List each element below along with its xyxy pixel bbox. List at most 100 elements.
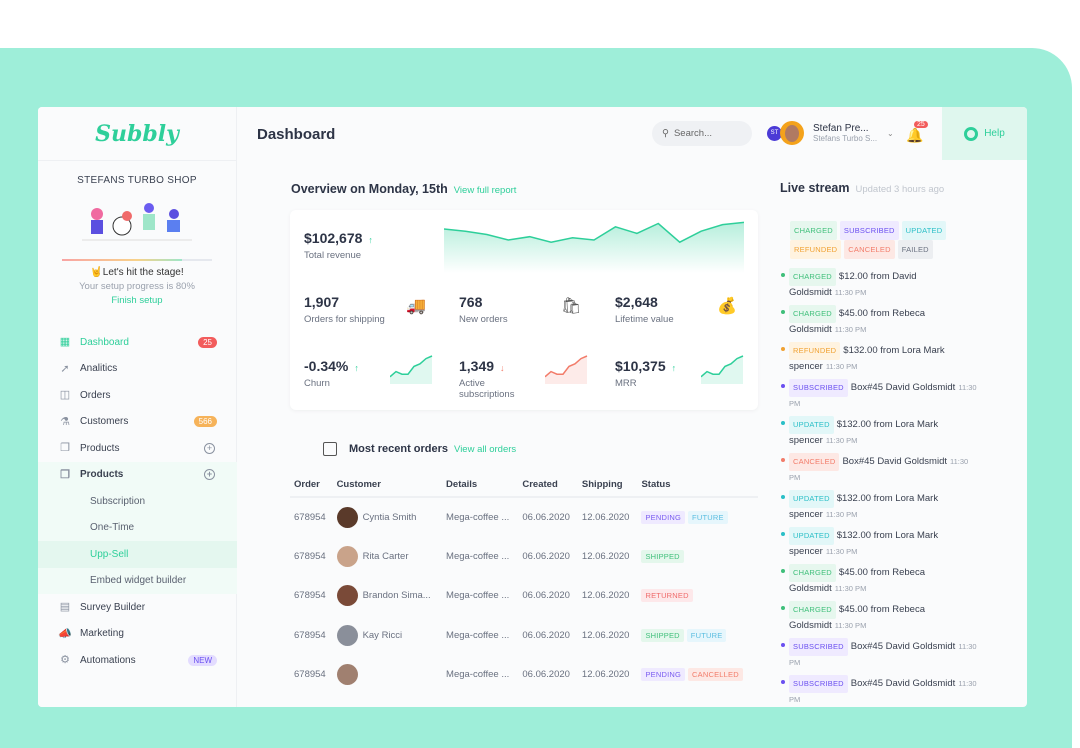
status-legend: CHARGED SUBSCRIBED UPDATED REFUNDED CANCELED… (790, 221, 950, 259)
timestamp: 11:30 PM (834, 288, 867, 297)
stat-value: 1,349 (459, 358, 495, 374)
stat-label: Churn (304, 378, 330, 389)
order-details: Mega-coffee ... (446, 511, 510, 523)
sidebar-item-customers[interactable]: ⚗ Customers 566 (38, 409, 237, 436)
status-tag: CHARGED (789, 564, 836, 582)
stat-label: Orders for shipping (304, 314, 385, 325)
revenue-line (444, 221, 744, 244)
stat-value: $2,648 (615, 294, 658, 310)
list-item[interactable]: CHARGED $45.00 from Rebeca Goldsmidt 11:30… (781, 564, 979, 596)
user-icon: ⚗ (60, 415, 70, 428)
table-row[interactable]: 678954 Cyntia Smith Mega-coffee ... 06.0… (290, 497, 758, 537)
list-item[interactable]: UPDATED $132.00 from Lora Mark spencer 11:… (781, 490, 979, 522)
column-header[interactable]: Status (637, 475, 758, 498)
stat-3: -0.34% ↑ Churn (304, 355, 444, 389)
view-full-report-link[interactable]: View full report (453, 185, 517, 196)
order-id: 678954 (294, 550, 326, 562)
list-item[interactable]: SUBSCRIBED Box#45 David Goldsmidt 11:30 PM (781, 675, 979, 707)
status-dot (781, 421, 785, 425)
customer-name: Rita Carter (362, 550, 409, 562)
list-item[interactable]: SUBSCRIBED Box#45 David Goldsmidt 11:30 PM (781, 638, 979, 670)
column-header[interactable]: Created (518, 475, 578, 498)
revenue-label: Total revenue (304, 250, 362, 261)
app-window: Subbly STEFANS TURBO SHOP 🤘Let's hit the… (38, 107, 1027, 707)
stat-1: 768 New orders 🛍 (459, 294, 599, 325)
sparkline (390, 355, 433, 384)
list-item[interactable]: CANCELED Box#45 David Goldsmidt 11:30 PM (781, 453, 979, 485)
status-dot (781, 643, 785, 647)
sidebar-item-automations[interactable]: ⚙ Automations NEW (38, 647, 237, 674)
sidebar: Subbly STEFANS TURBO SHOP 🤘Let's hit the… (38, 107, 237, 707)
bell-icon[interactable]: 🔔 (906, 127, 924, 143)
status-tag: FUTURE (688, 510, 728, 524)
status-tag: FUTURE (686, 628, 727, 642)
status-dot (781, 532, 785, 536)
shipping-date: 12.06.2020 (581, 590, 630, 602)
help-button[interactable]: Help (942, 107, 1027, 160)
status-dot (781, 569, 785, 573)
column-header[interactable]: Order (290, 475, 333, 498)
timestamp: 11:30 PM (825, 547, 858, 556)
shipping-date: 12.06.2020 (581, 629, 630, 641)
grid-icon: ▦ (59, 336, 71, 349)
list-item[interactable]: CHARGED $45.00 from Rebeca Goldsmidt 11:30… (781, 601, 979, 633)
status-dot (781, 680, 785, 684)
sidebar-item-subscription[interactable]: Subscription (90, 495, 146, 507)
bag-plus-icon: 🛍 (561, 298, 582, 315)
user-menu[interactable]: ST Stefan Pre... Stefans Turbo S... ⌄ (767, 121, 894, 145)
list-item[interactable]: SUBSCRIBED Box#45 David Goldsmidt 11:30 PM (781, 379, 979, 411)
timestamp: 11:30 PM (789, 383, 977, 408)
shipping-date: 12.06.2020 (581, 511, 630, 523)
sidebar-item-orders[interactable]: ◫ Orders (59, 389, 111, 402)
sidebar-item-upp-sell[interactable]: Upp-Sell (38, 541, 237, 568)
sidebar-item-survey-builder[interactable]: ▤ Survey Builder (59, 601, 146, 614)
created-date: 06.06.2020 (522, 550, 570, 562)
status-dot (781, 495, 785, 499)
status-tag: RETURNED (641, 589, 693, 603)
stat-label: New orders (459, 314, 508, 325)
plus-icon[interactable]: + (204, 469, 215, 481)
shop-name: STEFANS TURBO SHOP (77, 175, 197, 186)
list-item[interactable]: REFUNDED $132.00 from Lora Mark spencer 11… (781, 342, 979, 374)
sidebar-item-marketing[interactable]: 📣 Marketing (58, 627, 124, 640)
sidebar-item-embed-widget-builder[interactable]: Embed widget builder (90, 575, 187, 587)
table-row[interactable]: 678954 Brandon Sima... Mega-coffee ... 0… (290, 576, 758, 616)
status-dot (781, 310, 785, 314)
status-tag: CANCELED (844, 240, 895, 259)
shop-avatar: ST (767, 125, 782, 141)
timestamp: 11:30 PM (834, 325, 867, 334)
finish-setup-link[interactable]: Finish setup (111, 295, 163, 306)
column-header[interactable]: Customer (332, 475, 443, 498)
orders-table: Order Customer Details Created Shipping Statu… (290, 475, 758, 695)
timestamp: 11:30 PM (789, 457, 969, 482)
count-badge: NEW (188, 654, 217, 666)
arrow-up-icon: ↑ (671, 363, 677, 373)
sidebar-item-analitics[interactable]: ➚ Analitics (38, 356, 237, 383)
sidebar-item-products[interactable]: ❐ Products + (38, 435, 237, 462)
coin-hand-icon: 💰 (717, 298, 737, 315)
logo[interactable]: Subbly (38, 107, 236, 161)
column-header[interactable]: Details (442, 475, 519, 498)
lifebuoy-icon (964, 126, 979, 141)
stat-0: 1,907 Orders for shipping 🚚 (304, 294, 444, 325)
table-row[interactable]: 678954 Rita Carter Mega-coffee ... 06.06… (290, 537, 758, 577)
order-id: 678954 (294, 511, 326, 523)
list-item[interactable]: CHARGED $12.00 from David Goldsmidt 11:30 … (781, 268, 979, 300)
status-tag: CHARGED (789, 305, 836, 323)
view-all-orders-link[interactable]: View all orders (454, 443, 517, 455)
status-tag: PENDING (641, 510, 686, 524)
list-item[interactable]: UPDATED $132.00 from Lora Mark spencer 11:… (781, 527, 979, 559)
table-row[interactable]: 678954 Kay Ricci Mega-coffee ... 06.06.2… (290, 616, 758, 656)
column-header[interactable]: Shipping (577, 475, 638, 498)
sidebar-item-dashboard[interactable]: ▦ Dashboard 25 (38, 329, 237, 356)
updated-time: Updated 3 hours ago (855, 184, 945, 195)
search-input[interactable]: ⚲ Search... (652, 121, 752, 146)
plus-icon[interactable]: + (204, 442, 215, 454)
status-tag: SUBSCRIBED (839, 221, 899, 240)
sidebar-item-products[interactable]: ❐ Products + (38, 462, 237, 489)
status-dot (781, 384, 785, 388)
list-item[interactable]: UPDATED $132.00 from Lora Mark spencer 11:… (781, 416, 979, 448)
sidebar-item-one-time[interactable]: One-Time (90, 522, 135, 534)
list-item[interactable]: CHARGED $45.00 from Rebeca Goldsmidt 11:30… (781, 305, 979, 337)
live-stream-list: CHARGED $12.00 from David Goldsmidt 11:30 … (781, 268, 979, 707)
